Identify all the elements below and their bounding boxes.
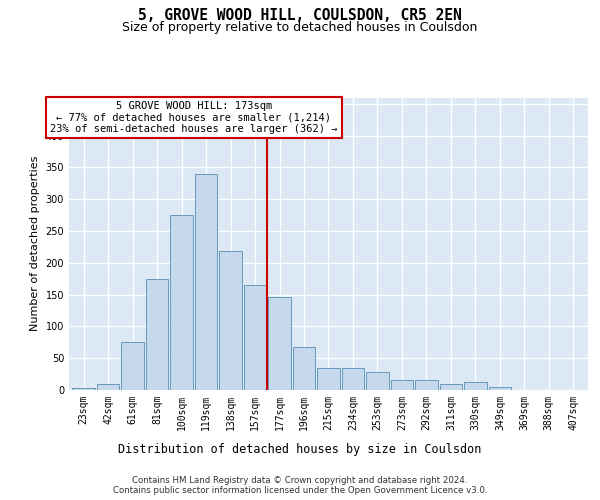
Bar: [317, 368, 340, 390]
Text: Contains HM Land Registry data © Crown copyright and database right 2024.: Contains HM Land Registry data © Crown c…: [132, 476, 468, 485]
Text: Size of property relative to detached houses in Coulsdon: Size of property relative to detached ho…: [122, 21, 478, 34]
Bar: [293, 347, 315, 390]
Text: Distribution of detached houses by size in Coulsdon: Distribution of detached houses by size …: [118, 442, 482, 456]
Bar: [488, 387, 511, 390]
Text: 5 GROVE WOOD HILL: 173sqm
← 77% of detached houses are smaller (1,214)
23% of se: 5 GROVE WOOD HILL: 173sqm ← 77% of detac…: [50, 100, 338, 134]
Bar: [268, 296, 291, 390]
Y-axis label: Number of detached properties: Number of detached properties: [30, 156, 40, 332]
Bar: [195, 174, 217, 390]
Bar: [415, 380, 437, 390]
Text: 5, GROVE WOOD HILL, COULSDON, CR5 2EN: 5, GROVE WOOD HILL, COULSDON, CR5 2EN: [138, 8, 462, 22]
Bar: [170, 215, 193, 390]
Bar: [244, 285, 266, 390]
Bar: [366, 372, 389, 390]
Bar: [73, 388, 95, 390]
Bar: [121, 342, 144, 390]
Bar: [391, 380, 413, 390]
Bar: [440, 384, 462, 390]
Bar: [146, 278, 169, 390]
Bar: [220, 252, 242, 390]
Bar: [97, 384, 119, 390]
Text: Contains public sector information licensed under the Open Government Licence v3: Contains public sector information licen…: [113, 486, 487, 495]
Bar: [342, 368, 364, 390]
Bar: [464, 382, 487, 390]
